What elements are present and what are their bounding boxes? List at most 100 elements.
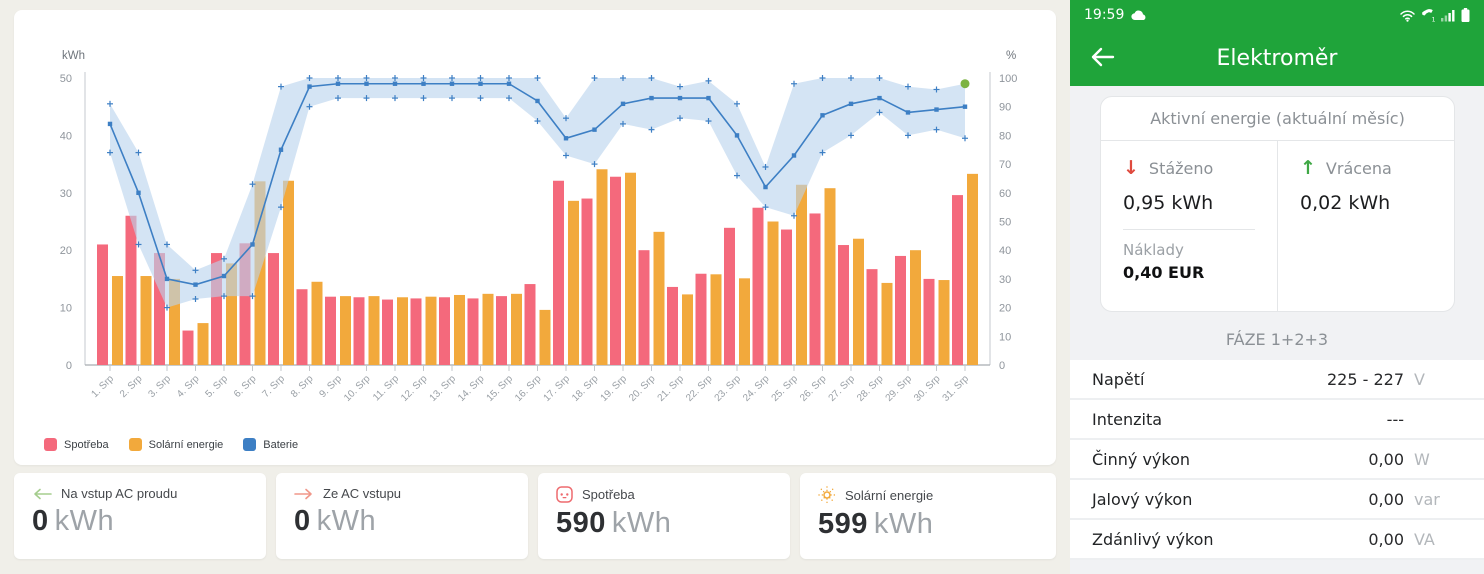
cost-label: Náklady — [1123, 241, 1184, 259]
downloaded-label: Stáženo — [1148, 158, 1214, 178]
svg-text:23. Srp: 23. Srp — [713, 373, 744, 404]
svg-text:70: 70 — [999, 159, 1011, 171]
app-header: Elektroměr — [1070, 30, 1484, 86]
table-row-napeti: Napětí 225 - 227 V — [1070, 360, 1484, 400]
download-arrow-icon: ↓ — [1123, 157, 1139, 179]
svg-text:27. Srp: 27. Srp — [827, 373, 858, 404]
energy-dashboard: 0 10 20 30 40 50 kWh 0 10 20 30 40 50 60 70 80 90 100% 1. … — [14, 10, 1056, 559]
stat-cards-row: Na vstup AC proudu 0 kWh Ze AC vstupu 0 kW… — [14, 473, 1056, 559]
table-row-intenzita: Intenzita --- — [1070, 400, 1484, 440]
svg-text:10: 10 — [999, 331, 1011, 343]
svg-text:21. Srp: 21. Srp — [656, 373, 687, 404]
svg-text:30. Srp: 30. Srp — [912, 373, 943, 404]
status-time: 19:59 — [1084, 7, 1125, 23]
row-value: 0,00 — [1368, 449, 1404, 469]
socket-icon — [556, 486, 573, 503]
row-value: --- — [1386, 409, 1404, 429]
arrow-right-icon — [294, 488, 312, 499]
cost-value: 0,40 EUR — [1123, 263, 1205, 282]
svg-text:28. Srp: 28. Srp — [855, 373, 886, 404]
svg-text:17. Srp: 17. Srp — [542, 373, 573, 404]
svg-text:100: 100 — [999, 73, 1017, 85]
svg-text:30: 30 — [60, 188, 72, 200]
table-row-zdanlivy-vykon: Zdánlivý výkon 0,00 VA — [1070, 520, 1484, 560]
energy-downloaded-panel: ↓ Stáženo 0,95 kWh Náklady 0,40 EUR — [1101, 141, 1278, 311]
stat-card-label: Ze AC vstupu — [323, 486, 402, 501]
svg-text:11. Srp: 11. Srp — [371, 373, 401, 403]
cloud-icon — [1131, 10, 1146, 20]
row-value: 0,00 — [1368, 489, 1404, 509]
energy-chart: 0 10 20 30 40 50 kWh 0 10 20 30 40 50 60 70 80 90 100% 1. … — [60, 50, 1018, 404]
svg-text:9. Srp: 9. Srp — [317, 373, 344, 400]
status-bar: 19:59 1 — [1070, 0, 1484, 30]
legend-label: Solární energie — [148, 438, 224, 451]
row-label: Zdánlivý výkon — [1092, 529, 1214, 549]
row-unit: var — [1414, 489, 1440, 509]
downloaded-value: 0,95 kWh — [1123, 192, 1214, 214]
wifi-icon — [1400, 9, 1415, 22]
table-row-cinny-vykon: Činný výkon 0,00 W — [1070, 440, 1484, 480]
legend-item-solarni-energie[interactable]: Solární energie — [128, 438, 224, 451]
svg-text:20. Srp: 20. Srp — [627, 373, 658, 404]
svg-text:90: 90 — [999, 102, 1011, 114]
wifi-calling-icon: 1 — [1422, 8, 1436, 22]
divider — [1123, 229, 1255, 230]
svg-text:19. Srp: 19. Srp — [599, 373, 630, 404]
energy-returned-panel: ↑ Vrácena 0,02 kWh — [1278, 141, 1454, 311]
svg-text:10: 10 — [60, 303, 72, 315]
legend-label: Baterie — [263, 438, 299, 451]
legend-item-spotreba[interactable]: Spotřeba — [44, 438, 109, 451]
stat-card-label: Spotřeba — [582, 487, 635, 502]
svg-text:7. Srp: 7. Srp — [260, 373, 287, 400]
svg-text:0: 0 — [66, 360, 72, 372]
stat-card-value: 590 kWh — [556, 507, 672, 539]
svg-text:0: 0 — [999, 360, 1005, 372]
energy-chart-card: 0 10 20 30 40 50 kWh 0 10 20 30 40 50 60 70 80 90 100% 1. … — [14, 10, 1056, 465]
svg-text:30: 30 — [999, 274, 1011, 286]
svg-text:24. Srp: 24. Srp — [741, 373, 772, 404]
svg-text:3. Srp: 3. Srp — [146, 373, 173, 400]
row-value: 225 - 227 — [1326, 369, 1404, 389]
stat-card-ac-in: Na vstup AC proudu 0 kWh — [14, 473, 266, 559]
svg-text:2. Srp: 2. Srp — [118, 373, 145, 400]
phone-app: 19:59 1 — [1070, 0, 1484, 574]
svg-text:15. Srp: 15. Srp — [485, 373, 516, 404]
stat-card-spotreba: Spotřeba 590 kWh — [538, 473, 790, 559]
svg-text:14. Srp: 14. Srp — [456, 373, 487, 404]
svg-text:18. Srp: 18. Srp — [570, 373, 601, 404]
baterie-swatch-icon — [243, 438, 257, 451]
svg-text:8. Srp: 8. Srp — [289, 373, 316, 400]
row-unit: W — [1414, 449, 1430, 469]
svg-text:50: 50 — [60, 73, 72, 85]
svg-text:1. Srp: 1. Srp — [89, 373, 116, 400]
spotreba-swatch-icon — [44, 438, 57, 451]
active-energy-title: Aktivní energie (aktuální měsíc) — [1101, 97, 1454, 141]
active-energy-card: Aktivní energie (aktuální měsíc) ↓ Stáže… — [1100, 96, 1455, 312]
svg-text:%: % — [1006, 50, 1016, 62]
svg-text:22. Srp: 22. Srp — [684, 373, 715, 404]
svg-text:40: 40 — [999, 245, 1011, 257]
svg-text:12. Srp: 12. Srp — [399, 373, 430, 404]
back-button[interactable] — [1088, 44, 1116, 72]
stat-card-label: Solární energie — [845, 487, 934, 503]
svg-text:60: 60 — [999, 188, 1011, 200]
sun-icon — [818, 486, 836, 504]
svg-text:29. Srp: 29. Srp — [884, 373, 915, 404]
legend-item-baterie[interactable]: Baterie — [243, 438, 298, 451]
stat-card-label: Na vstup AC proudu — [61, 486, 178, 501]
returned-value: 0,02 kWh — [1300, 192, 1391, 214]
page-title: Elektroměr — [1216, 45, 1338, 71]
arrow-left-icon — [34, 488, 52, 499]
signal-icon — [1441, 9, 1455, 21]
stat-card-value: 0 kWh — [32, 505, 115, 537]
svg-text:20: 20 — [60, 245, 72, 257]
row-unit: VA — [1414, 529, 1435, 549]
svg-text:1: 1 — [1432, 16, 1436, 22]
returned-label: Vrácena — [1325, 158, 1392, 178]
svg-text:26. Srp: 26. Srp — [798, 373, 829, 404]
stat-card-value: 599 kWh — [818, 508, 934, 540]
legend-label: Spotřeba — [64, 438, 109, 451]
svg-text:50: 50 — [999, 217, 1011, 229]
svg-text:13. Srp: 13. Srp — [428, 373, 459, 404]
stat-card-solarni-energie: Solární energie 599 kWh — [800, 473, 1056, 559]
